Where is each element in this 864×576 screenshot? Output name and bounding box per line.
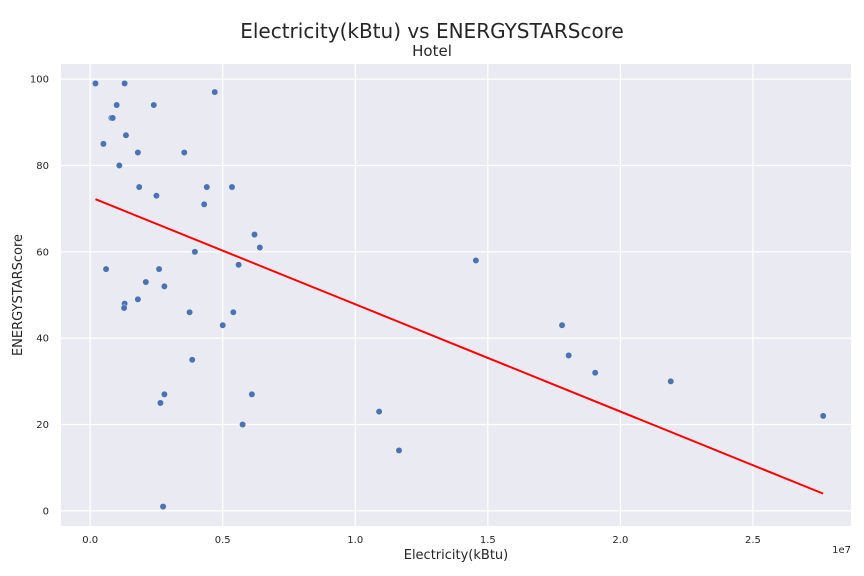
- y-tick-labels: 0 20 40 60 80 100: [30, 75, 49, 518]
- y-tick-label: 0: [43, 506, 49, 517]
- data-point: [150, 101, 158, 109]
- data-point: [135, 183, 143, 191]
- data-point: [235, 261, 243, 269]
- data-point: [188, 356, 196, 364]
- regression-line: [95, 198, 824, 495]
- data-point: [121, 80, 129, 87]
- data-point: [109, 114, 117, 122]
- x-tick-label: 0.0: [82, 535, 98, 546]
- data-point: [219, 321, 227, 329]
- data-point: [667, 377, 675, 385]
- x-tick-label: 1.5: [480, 535, 496, 546]
- data-point: [228, 183, 236, 191]
- x-axis-label: Electricity(kBtu): [404, 548, 509, 563]
- y-tick-label: 80: [36, 161, 49, 172]
- data-point: [375, 408, 383, 415]
- data-point: [160, 390, 168, 398]
- data-point: [472, 257, 480, 264]
- y-tick-label: 40: [36, 334, 49, 345]
- data-point: [180, 149, 188, 156]
- data-point: [92, 80, 99, 87]
- x-tick-label: 1.0: [347, 535, 363, 546]
- data-point: [142, 278, 150, 286]
- x-tick-label: 0.5: [215, 535, 231, 546]
- data-point: [157, 399, 164, 407]
- data-point: [591, 369, 599, 377]
- data-point: [153, 192, 160, 200]
- y-tick-label: 60: [36, 247, 49, 258]
- data-point: [819, 412, 827, 420]
- data-point: [159, 503, 167, 510]
- data-point: [565, 352, 573, 359]
- data-point: [113, 101, 121, 109]
- data-point: [100, 140, 107, 148]
- data-point: [211, 88, 219, 96]
- y-tick-label: 20: [36, 420, 49, 431]
- x-tick-label: 2.5: [745, 535, 761, 546]
- data-point: [229, 308, 237, 316]
- data-point: [395, 447, 403, 454]
- chart-title: Electricity(kBtu) vs ENERGYSTARScore: [240, 19, 624, 43]
- data-point: [134, 295, 142, 303]
- data-point: [134, 149, 142, 156]
- chart-subtitle: Hotel: [412, 42, 452, 60]
- plot-area: [61, 64, 851, 526]
- y-axis-label: ENERGYSTARScore: [11, 234, 26, 356]
- data-point: [120, 304, 128, 312]
- data-point: [251, 231, 258, 238]
- data-point: [248, 390, 256, 398]
- data-point: [115, 162, 123, 169]
- data-point: [102, 265, 110, 273]
- data-point: [160, 282, 168, 290]
- data-point: [191, 248, 199, 256]
- data-point: [200, 200, 208, 208]
- grid-lines: [61, 64, 851, 526]
- data-point: [558, 321, 566, 329]
- x-tick-label: 2.0: [612, 535, 628, 546]
- data-point: [122, 131, 130, 139]
- data-point: [239, 421, 246, 428]
- data-point: [203, 183, 211, 191]
- data-point: [256, 244, 264, 251]
- data-point: [186, 308, 193, 316]
- data-points: [92, 80, 827, 510]
- y-tick-label: 100: [30, 75, 49, 86]
- x-axis-offset-text: 1e7: [832, 545, 851, 556]
- x-tick-labels: 0.0 0.5 1.0 1.5 2.0 2.5: [82, 535, 761, 546]
- data-point: [155, 265, 163, 273]
